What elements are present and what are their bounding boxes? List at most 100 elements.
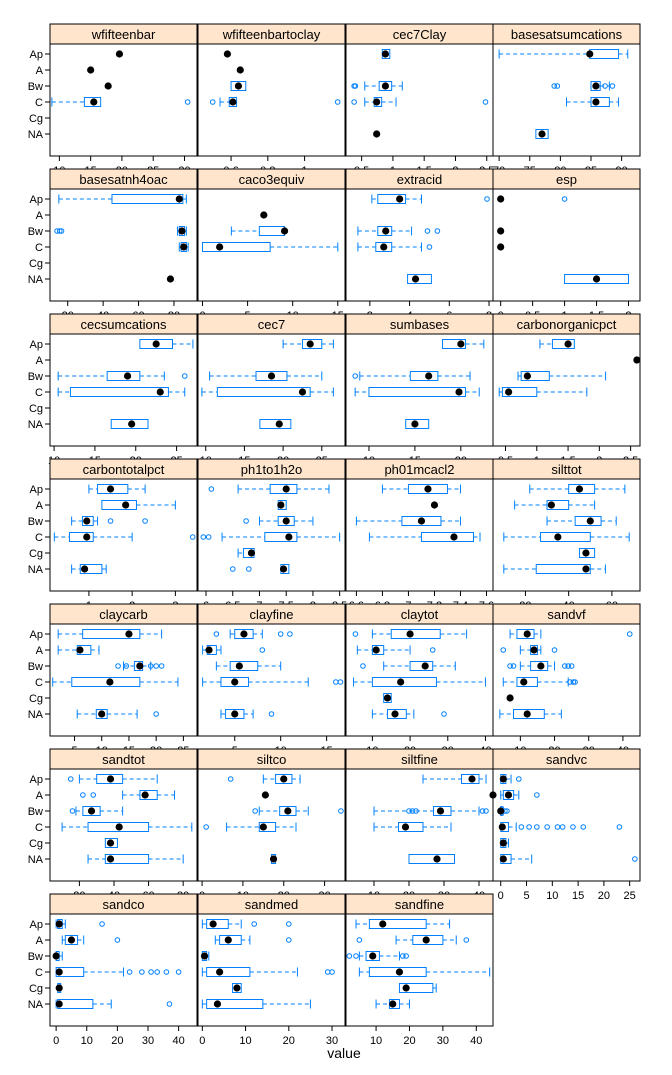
- box-C: [368, 967, 427, 977]
- median-point-A: [122, 501, 130, 509]
- outlier-point: [352, 373, 358, 379]
- y-tick-label: Cg: [29, 693, 43, 705]
- median-point-Bw: [586, 517, 594, 525]
- box-Ap: [301, 339, 323, 349]
- box-Cg: [398, 983, 434, 993]
- outlier-point: [67, 776, 74, 782]
- panel-basesatnh4oac: basesatnh4oac20406080ApABwCCgNA: [28, 168, 198, 322]
- panel-sandvf: sandvf10203040: [492, 603, 641, 757]
- y-tick-label: Bw: [28, 806, 43, 818]
- box-Ap: [234, 629, 254, 639]
- outlier-point: [126, 969, 133, 975]
- box-C: [516, 677, 538, 687]
- median-point-Bw: [497, 227, 505, 235]
- box-Cg: [104, 838, 118, 848]
- median-point-NA: [389, 1000, 397, 1008]
- outlier-point: [567, 679, 573, 685]
- median-point-Ap: [497, 195, 505, 203]
- strip-label: siltco: [257, 752, 287, 767]
- outlier-point: [356, 937, 363, 943]
- median-point-C: [55, 968, 63, 976]
- median-point-Bw: [537, 662, 545, 670]
- panel-frame: [345, 333, 494, 447]
- x-tick-label: 30: [142, 1035, 154, 1047]
- strip-label: ph1to1h2o: [241, 462, 302, 477]
- median-point-C: [180, 243, 188, 251]
- panel-frame: [49, 478, 198, 592]
- y-tick-label: Cg: [29, 983, 43, 995]
- box-Ap: [568, 484, 596, 494]
- box-Bw: [81, 516, 94, 526]
- panel-frame: [197, 623, 346, 737]
- box-NA: [225, 709, 245, 719]
- median-point-Bw: [284, 807, 292, 815]
- median-point-C: [395, 968, 404, 976]
- panel-frame: [345, 43, 494, 157]
- panel-frame: [492, 43, 641, 157]
- box-NA: [513, 709, 545, 719]
- x-tick-label: 20: [111, 1035, 123, 1047]
- median-point-Cg: [582, 549, 590, 557]
- median-point-NA: [373, 130, 381, 138]
- outlier-point: [166, 1001, 173, 1007]
- outlier-point: [251, 921, 258, 927]
- median-point-Ap: [379, 920, 387, 928]
- x-axis-label: value: [327, 1045, 361, 1061]
- strip-label: sumbases: [390, 317, 450, 332]
- outlier-point: [554, 83, 561, 89]
- strip-label: sandtot: [102, 752, 145, 767]
- median-point-C: [397, 678, 405, 686]
- outlier-point: [200, 534, 207, 540]
- y-tick-label: A: [36, 355, 44, 367]
- median-point-A: [422, 936, 430, 944]
- median-point-Ap: [457, 340, 465, 348]
- outlier-point: [413, 808, 419, 814]
- panel-cec7: cec710152025: [197, 313, 346, 467]
- outlier-point: [551, 647, 558, 653]
- median-point-C: [455, 388, 463, 396]
- outlier-point: [58, 228, 65, 234]
- median-point-NA: [538, 130, 546, 138]
- y-tick-label: Bw: [28, 81, 43, 93]
- median-point-Bw: [523, 372, 532, 380]
- median-point-Ap: [575, 485, 584, 493]
- median-point-C: [229, 98, 237, 106]
- y-tick-label: Ap: [30, 194, 43, 206]
- median-point-C: [83, 533, 91, 541]
- median-point-Bw: [200, 952, 209, 960]
- y-tick-label: Cg: [29, 258, 43, 270]
- median-point-Bw: [123, 372, 132, 380]
- median-point-C: [106, 678, 114, 686]
- median-point-Bw: [436, 807, 445, 815]
- median-point-C: [497, 243, 505, 251]
- strip-label: sandvc: [546, 752, 588, 767]
- median-point-Bw: [425, 372, 433, 380]
- y-tick-label: Bw: [28, 516, 43, 528]
- box-C: [69, 387, 169, 397]
- y-tick-label: Bw: [28, 226, 43, 238]
- box-A: [412, 935, 444, 945]
- median-point-NA: [499, 855, 507, 863]
- median-point-NA: [523, 710, 531, 718]
- y-tick-label: Ap: [30, 629, 43, 641]
- x-tick-label: 30: [326, 1035, 338, 1047]
- outlier-point: [158, 663, 165, 669]
- box-Cg: [578, 548, 596, 558]
- median-point-Bw: [52, 952, 60, 960]
- box-NA: [407, 274, 432, 284]
- median-point-Cg: [383, 694, 392, 702]
- median-point-A: [633, 356, 641, 364]
- median-point-Ap: [564, 340, 572, 348]
- strip-label: caco3equiv: [239, 172, 305, 187]
- y-tick-label: NA: [28, 274, 44, 286]
- median-point-Ap: [396, 195, 404, 203]
- box-NA: [564, 274, 629, 284]
- panel-frame: [345, 768, 494, 882]
- box-Ap: [589, 49, 620, 59]
- median-point-Cg: [106, 839, 115, 847]
- box-Ap: [96, 774, 124, 784]
- median-point-A: [547, 501, 555, 509]
- panel-frame: [492, 188, 641, 302]
- box-A: [139, 790, 158, 800]
